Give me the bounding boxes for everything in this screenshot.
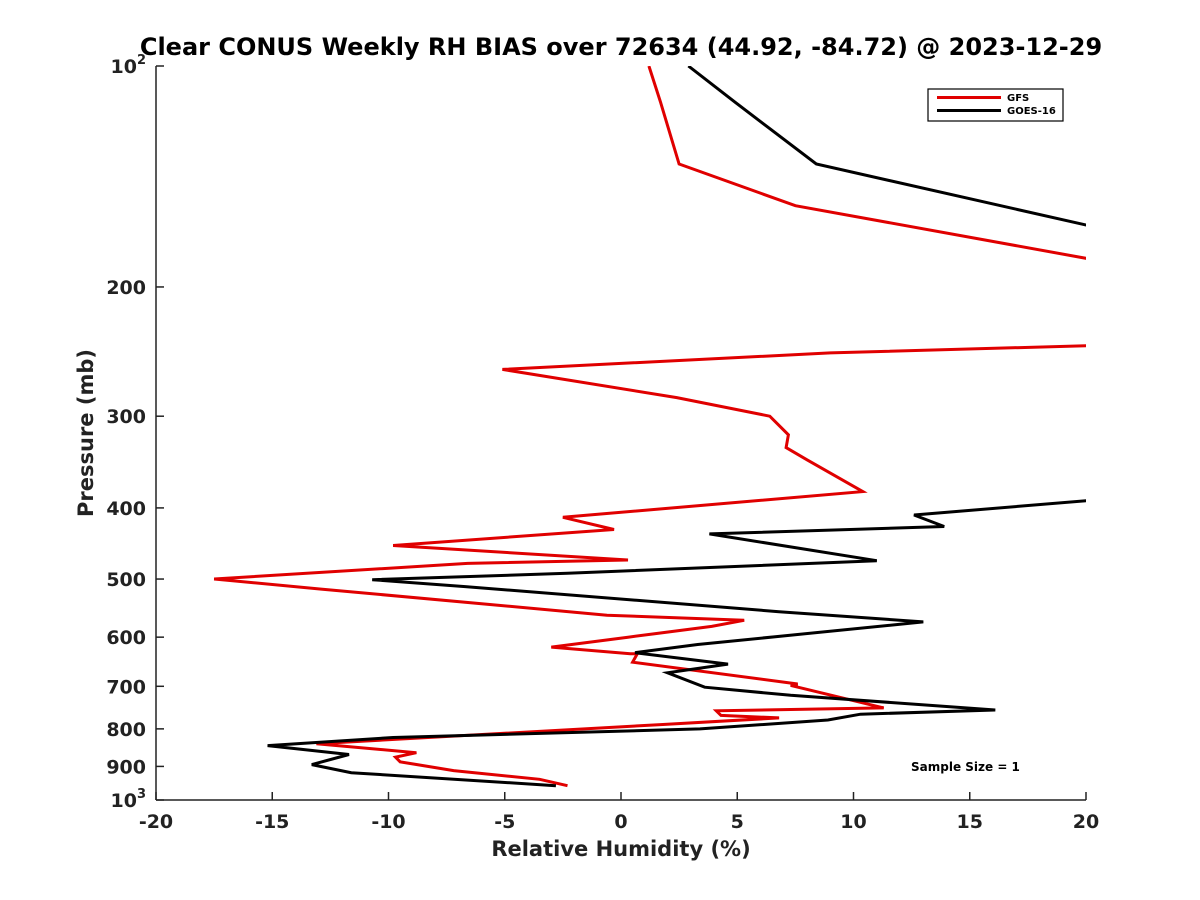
x-tick-label: 0 xyxy=(614,811,627,833)
x-ticks: -20 -15 -10 -5 0 5 10 15 20 xyxy=(139,792,1099,833)
y-tick-label: 500 xyxy=(106,569,146,591)
y-ticks: 102 200 300 400 500 600 700 800 900 103 xyxy=(106,53,164,812)
y-tick-label: 900 xyxy=(106,756,146,778)
series-line-goes16 xyxy=(267,66,1086,788)
y-tick-label: 103 xyxy=(111,787,147,812)
y-tick-label: 200 xyxy=(106,277,146,299)
x-tick-label: -15 xyxy=(255,811,289,833)
x-tick-label: 10 xyxy=(840,811,866,833)
legend-label-goes16: GOES-16 xyxy=(1007,106,1056,117)
x-tick-label: -10 xyxy=(371,811,405,833)
legend-box xyxy=(927,88,1064,122)
x-tick-label: 15 xyxy=(957,811,983,833)
sample-size-annotation: Sample Size = 1 xyxy=(911,760,1020,774)
y-tick-label: 400 xyxy=(106,498,146,520)
legend: GFS GOES-16 xyxy=(927,88,1064,122)
series-line-gfs xyxy=(213,66,1086,788)
axes xyxy=(155,66,1086,801)
y-tick-label: 300 xyxy=(106,406,146,428)
x-tick-label: 20 xyxy=(1073,811,1099,833)
y-axis-label: Pressure (mb) xyxy=(74,349,98,517)
x-tick-label: -20 xyxy=(139,811,173,833)
y-tick-label: 102 xyxy=(111,53,147,78)
y-tick-label: 700 xyxy=(106,676,146,698)
y-tick-label: 600 xyxy=(106,627,146,649)
x-tick-label: -5 xyxy=(494,811,515,833)
legend-label-gfs: GFS xyxy=(1007,93,1029,104)
x-axis-label: Relative Humidity (%) xyxy=(491,837,750,861)
chart-title: Clear CONUS Weekly RH BIAS over 72634 (4… xyxy=(140,33,1102,61)
x-tick-label: 5 xyxy=(731,811,744,833)
plot-area xyxy=(213,66,1086,788)
y-tick-label: 800 xyxy=(106,719,146,741)
